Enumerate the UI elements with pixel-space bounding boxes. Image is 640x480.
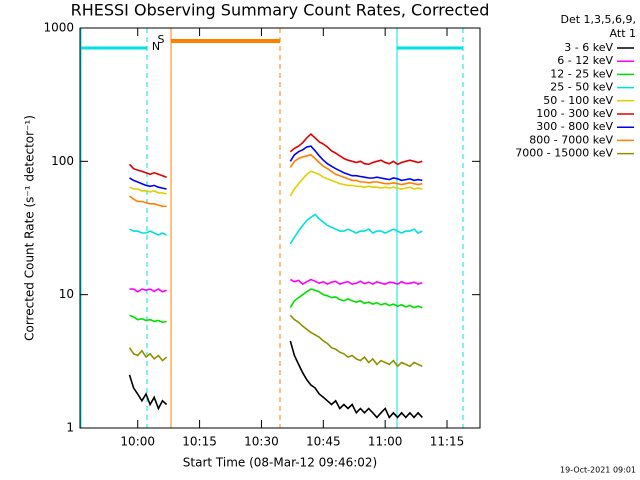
series-line <box>129 145 423 190</box>
legend-title: Det 1,3,5,6,9, <box>560 13 636 26</box>
x-tick-label: 10:15 <box>182 435 217 449</box>
legend-label: 50 - 100 keV <box>543 94 613 107</box>
series-line <box>129 153 423 208</box>
legend-label: 300 - 800 keV <box>536 120 613 133</box>
timestamp: 19-Oct-2021 09:01 <box>560 466 636 475</box>
y-tick-label: 1000 <box>43 21 74 35</box>
flag-letter: N <box>152 40 160 53</box>
x-tick-label: 10:45 <box>306 435 341 449</box>
legend-label: 800 - 7000 keV <box>529 133 613 146</box>
legend-label: 3 - 6 keV <box>564 41 613 54</box>
legend-label: 100 - 300 keV <box>536 107 613 120</box>
chart-title: RHESSI Observing Summary Count Rates, Co… <box>71 1 490 20</box>
series-line <box>128 314 423 368</box>
legend-label: 7000 - 15000 keV <box>515 147 613 160</box>
y-axis-title: Corrected Count Rate (s⁻¹ detector⁻¹) <box>23 115 37 341</box>
legend-label: 12 - 25 keV <box>550 67 613 80</box>
series-line <box>128 133 423 178</box>
y-tick-label: 100 <box>51 154 74 168</box>
flag-letter: S <box>158 33 165 46</box>
y-tick-label: 10 <box>59 287 74 301</box>
legend-label: 6 - 12 keV <box>557 54 613 67</box>
x-tick-label: 10:00 <box>120 435 155 449</box>
series-line <box>129 288 423 324</box>
series-line <box>129 213 423 245</box>
x-tick-label: 11:00 <box>368 435 403 449</box>
x-tick-label: 10:30 <box>244 435 279 449</box>
legend-label: 25 - 50 keV <box>550 81 613 94</box>
x-tick-label: 11:15 <box>430 435 465 449</box>
y-tick-label: 1 <box>66 421 74 435</box>
series-line <box>129 278 423 293</box>
legend-title: Att 1 <box>610 27 636 40</box>
plot-frame <box>79 27 481 429</box>
flags <box>80 28 464 428</box>
series-line <box>128 340 423 419</box>
series-line <box>129 170 423 197</box>
x-axis-title: Start Time (08-Mar-12 09:46:02) <box>183 456 377 470</box>
